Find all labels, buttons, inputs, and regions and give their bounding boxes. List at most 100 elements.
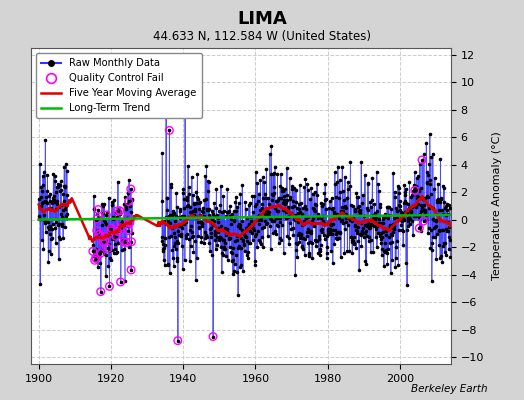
- Point: [411, 184, 419, 191]
- Point: [411, 187, 419, 194]
- Point: [371, 216, 379, 222]
- Point: [52, 206, 60, 212]
- Point: [176, 215, 184, 222]
- Point: [230, 208, 238, 215]
- Point: [256, 214, 265, 220]
- Point: [324, 226, 333, 232]
- Point: [266, 215, 275, 221]
- Point: [420, 202, 428, 208]
- Point: [60, 224, 69, 230]
- Point: [122, 206, 130, 212]
- Point: [437, 196, 445, 202]
- Point: [278, 200, 287, 207]
- Point: [48, 226, 56, 232]
- Point: [414, 188, 423, 194]
- Point: [310, 206, 318, 212]
- Point: [410, 212, 418, 219]
- Point: [399, 215, 407, 221]
- Point: [245, 222, 254, 228]
- Point: [298, 211, 306, 217]
- Point: [104, 263, 113, 270]
- Point: [116, 224, 125, 231]
- Point: [158, 150, 166, 156]
- Point: [173, 338, 182, 344]
- Point: [436, 156, 444, 162]
- Point: [386, 224, 395, 230]
- Point: [362, 221, 370, 228]
- Point: [119, 239, 128, 245]
- Point: [276, 183, 285, 189]
- Point: [40, 220, 49, 226]
- Point: [112, 233, 120, 240]
- Point: [185, 258, 194, 264]
- Point: [304, 240, 313, 246]
- Point: [346, 183, 354, 189]
- Point: [94, 231, 103, 238]
- Point: [189, 208, 198, 214]
- Point: [197, 239, 205, 246]
- Point: [178, 213, 186, 219]
- Point: [166, 212, 174, 218]
- Point: [388, 239, 396, 246]
- Point: [279, 188, 287, 194]
- Point: [201, 235, 209, 241]
- Point: [405, 204, 413, 211]
- Text: 44.633 N, 112.584 W (United States): 44.633 N, 112.584 W (United States): [153, 30, 371, 43]
- Point: [397, 208, 405, 215]
- Point: [158, 234, 166, 240]
- Point: [397, 217, 405, 223]
- Point: [275, 240, 283, 246]
- Point: [299, 235, 307, 242]
- Point: [285, 241, 293, 247]
- Point: [372, 226, 380, 232]
- Point: [196, 234, 205, 240]
- Point: [306, 238, 314, 245]
- Point: [267, 171, 276, 178]
- Point: [125, 220, 134, 226]
- Point: [62, 213, 71, 220]
- Point: [163, 207, 171, 213]
- Point: [346, 234, 355, 240]
- Point: [105, 241, 113, 247]
- Point: [223, 226, 232, 232]
- Point: [269, 184, 278, 190]
- Point: [193, 194, 201, 200]
- Point: [255, 220, 264, 227]
- Point: [280, 197, 288, 204]
- Point: [383, 260, 391, 267]
- Point: [191, 277, 200, 283]
- Point: [258, 174, 267, 180]
- Point: [347, 217, 356, 224]
- Point: [336, 229, 345, 236]
- Point: [427, 227, 435, 234]
- Point: [99, 247, 107, 254]
- Point: [94, 264, 102, 270]
- Point: [169, 211, 178, 217]
- Point: [51, 224, 59, 231]
- Point: [195, 212, 204, 218]
- Point: [286, 196, 294, 202]
- Point: [249, 209, 258, 216]
- Point: [93, 227, 101, 234]
- Point: [95, 231, 104, 238]
- Point: [292, 187, 300, 194]
- Point: [372, 214, 380, 220]
- Point: [365, 225, 373, 231]
- Point: [332, 194, 340, 201]
- Point: [233, 204, 242, 210]
- Point: [293, 254, 301, 260]
- Point: [330, 241, 339, 248]
- Point: [170, 230, 179, 236]
- Point: [42, 199, 50, 206]
- Point: [240, 242, 248, 248]
- Point: [296, 235, 304, 241]
- Point: [58, 202, 67, 208]
- Point: [49, 195, 57, 201]
- Point: [105, 254, 114, 261]
- Point: [210, 218, 218, 224]
- Point: [250, 262, 259, 268]
- Point: [123, 239, 131, 246]
- Point: [53, 201, 61, 207]
- Point: [392, 205, 400, 212]
- Point: [253, 180, 261, 186]
